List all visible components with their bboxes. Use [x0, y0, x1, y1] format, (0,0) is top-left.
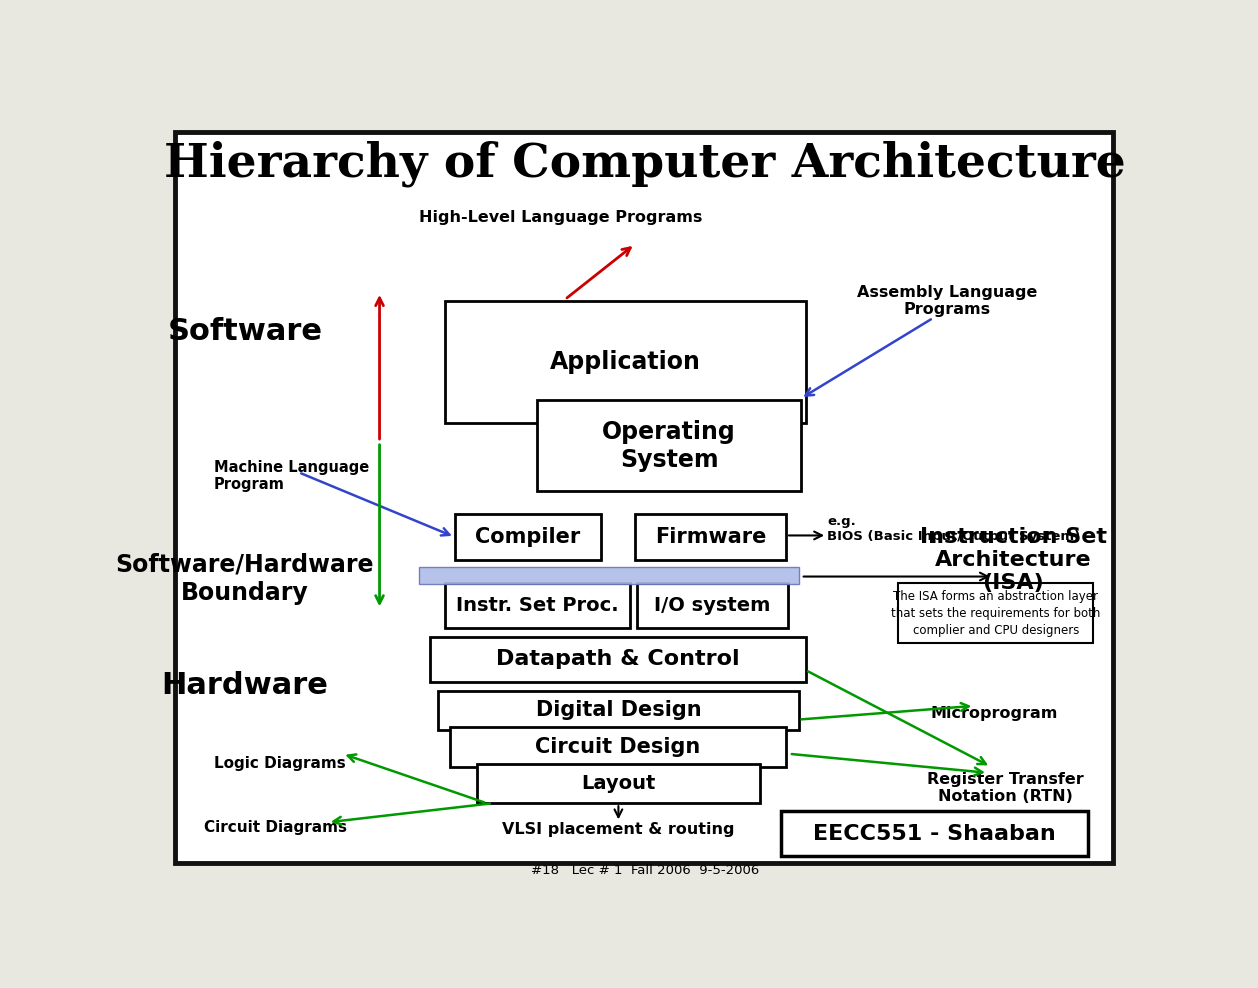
Text: The ISA forms an abstraction layer
that sets the requirements for both
complier : The ISA forms an abstraction layer that …	[891, 590, 1101, 636]
Bar	[450, 727, 786, 767]
Bar	[445, 583, 630, 628]
Text: e.g.
BIOS (Basic Input/Output System): e.g. BIOS (Basic Input/Output System)	[827, 516, 1081, 543]
Text: Hardware: Hardware	[161, 671, 328, 700]
Text: Firmware: Firmware	[655, 527, 766, 547]
Bar	[477, 764, 760, 803]
Text: Instruction Set
Architecture
(ISA): Instruction Set Architecture (ISA)	[920, 527, 1107, 593]
Text: Digital Design: Digital Design	[536, 700, 701, 720]
Bar	[898, 583, 1093, 643]
Text: Register Transfer
Notation (RTN): Register Transfer Notation (RTN)	[927, 772, 1084, 804]
Text: Datapath & Control: Datapath & Control	[496, 649, 740, 670]
Text: Instr. Set Proc.: Instr. Set Proc.	[457, 596, 619, 615]
Text: Microprogram: Microprogram	[930, 706, 1058, 721]
Text: Assembly Language
Programs: Assembly Language Programs	[857, 285, 1037, 317]
Text: Machine Language
Program: Machine Language Program	[214, 460, 369, 492]
Bar	[438, 691, 799, 730]
Text: VLSI placement & routing: VLSI placement & routing	[502, 822, 735, 838]
Text: High-Level Language Programs: High-Level Language Programs	[419, 210, 702, 225]
Text: Circuit Diagrams: Circuit Diagrams	[204, 820, 347, 835]
Text: Logic Diagrams: Logic Diagrams	[214, 756, 346, 772]
Text: #18   Lec # 1  Fall 2006  9-5-2006: #18 Lec # 1 Fall 2006 9-5-2006	[531, 864, 759, 876]
Text: Software: Software	[167, 317, 322, 346]
Bar	[454, 514, 601, 560]
Bar	[635, 514, 786, 560]
Bar	[637, 583, 788, 628]
Bar	[419, 567, 799, 584]
Bar	[430, 637, 805, 682]
Text: EECC551 - Shaaban: EECC551 - Shaaban	[814, 824, 1057, 844]
Text: Hierarchy of Computer Architecture: Hierarchy of Computer Architecture	[164, 141, 1126, 188]
Bar	[781, 811, 1088, 857]
Text: Software/Hardware
Boundary: Software/Hardware Boundary	[116, 553, 374, 605]
Text: Application: Application	[550, 350, 701, 374]
Text: I/O system: I/O system	[654, 596, 771, 615]
Text: Operating
System: Operating System	[603, 420, 736, 471]
Bar	[537, 400, 801, 491]
Text: Circuit Design: Circuit Design	[536, 737, 701, 757]
Bar	[445, 301, 805, 423]
Text: Compiler: Compiler	[476, 527, 580, 547]
Text: Layout: Layout	[581, 774, 655, 793]
